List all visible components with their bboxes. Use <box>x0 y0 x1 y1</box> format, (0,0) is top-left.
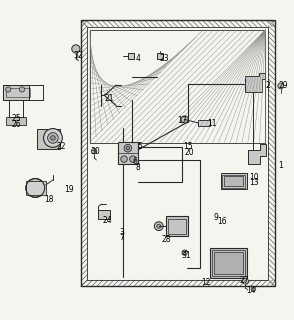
Text: 18: 18 <box>44 195 53 204</box>
Text: 20: 20 <box>185 148 194 157</box>
Circle shape <box>6 87 11 92</box>
Text: 26: 26 <box>11 120 21 129</box>
Polygon shape <box>248 144 266 164</box>
Bar <box>198 120 210 126</box>
Text: 14: 14 <box>247 286 256 295</box>
Circle shape <box>48 133 58 143</box>
Circle shape <box>130 156 136 162</box>
Text: 23: 23 <box>160 54 169 63</box>
Text: 5: 5 <box>137 142 142 151</box>
Bar <box>210 248 247 277</box>
Text: 9: 9 <box>214 213 218 222</box>
Text: 1: 1 <box>278 161 283 170</box>
Text: 6: 6 <box>133 157 138 166</box>
Bar <box>6 117 26 125</box>
Bar <box>128 53 134 59</box>
Bar <box>168 219 186 234</box>
Bar <box>220 173 247 189</box>
Text: 4: 4 <box>136 54 141 63</box>
Bar <box>166 216 188 236</box>
Text: 8: 8 <box>136 163 141 172</box>
Circle shape <box>157 224 161 228</box>
Text: 21: 21 <box>104 94 113 103</box>
Circle shape <box>278 83 284 89</box>
Text: 11: 11 <box>207 119 216 128</box>
Circle shape <box>91 148 97 154</box>
Bar <box>37 129 60 149</box>
Text: 28: 28 <box>161 235 171 244</box>
Circle shape <box>30 183 41 193</box>
Text: 12: 12 <box>201 277 211 286</box>
Circle shape <box>251 286 256 291</box>
Circle shape <box>72 45 80 53</box>
Circle shape <box>121 156 127 162</box>
Bar <box>118 142 138 164</box>
Circle shape <box>26 179 45 197</box>
Bar <box>3 85 29 100</box>
Text: 16: 16 <box>217 217 227 226</box>
Bar <box>214 252 243 274</box>
Circle shape <box>154 222 163 230</box>
Circle shape <box>51 136 55 140</box>
Bar <box>87 27 268 280</box>
Text: 13: 13 <box>250 178 259 187</box>
Circle shape <box>181 116 188 123</box>
Circle shape <box>182 250 187 255</box>
Text: 22: 22 <box>57 142 66 151</box>
Text: 32: 32 <box>73 51 83 60</box>
Text: 25: 25 <box>11 114 21 123</box>
Text: 17: 17 <box>178 116 187 125</box>
Circle shape <box>19 87 25 92</box>
Text: 7: 7 <box>120 233 124 243</box>
Bar <box>98 210 110 219</box>
Circle shape <box>124 144 132 152</box>
Bar <box>6 88 30 97</box>
Text: 15: 15 <box>183 142 193 151</box>
Text: 27: 27 <box>239 276 249 285</box>
Text: 2: 2 <box>265 81 270 90</box>
Bar <box>157 53 163 59</box>
Circle shape <box>243 278 248 284</box>
Bar <box>3 85 29 100</box>
Bar <box>224 176 243 187</box>
Text: 29: 29 <box>279 81 288 90</box>
Text: 19: 19 <box>64 185 74 194</box>
Bar <box>81 20 275 286</box>
Bar <box>222 175 245 188</box>
Bar <box>90 30 265 143</box>
Text: 24: 24 <box>103 216 112 225</box>
Text: 10: 10 <box>250 173 259 182</box>
Polygon shape <box>245 73 265 92</box>
Bar <box>212 250 245 276</box>
Text: 31: 31 <box>182 251 191 260</box>
Bar <box>26 180 46 195</box>
Circle shape <box>44 129 62 147</box>
Text: 3: 3 <box>120 228 124 236</box>
Circle shape <box>126 147 130 150</box>
Text: 30: 30 <box>91 147 101 156</box>
